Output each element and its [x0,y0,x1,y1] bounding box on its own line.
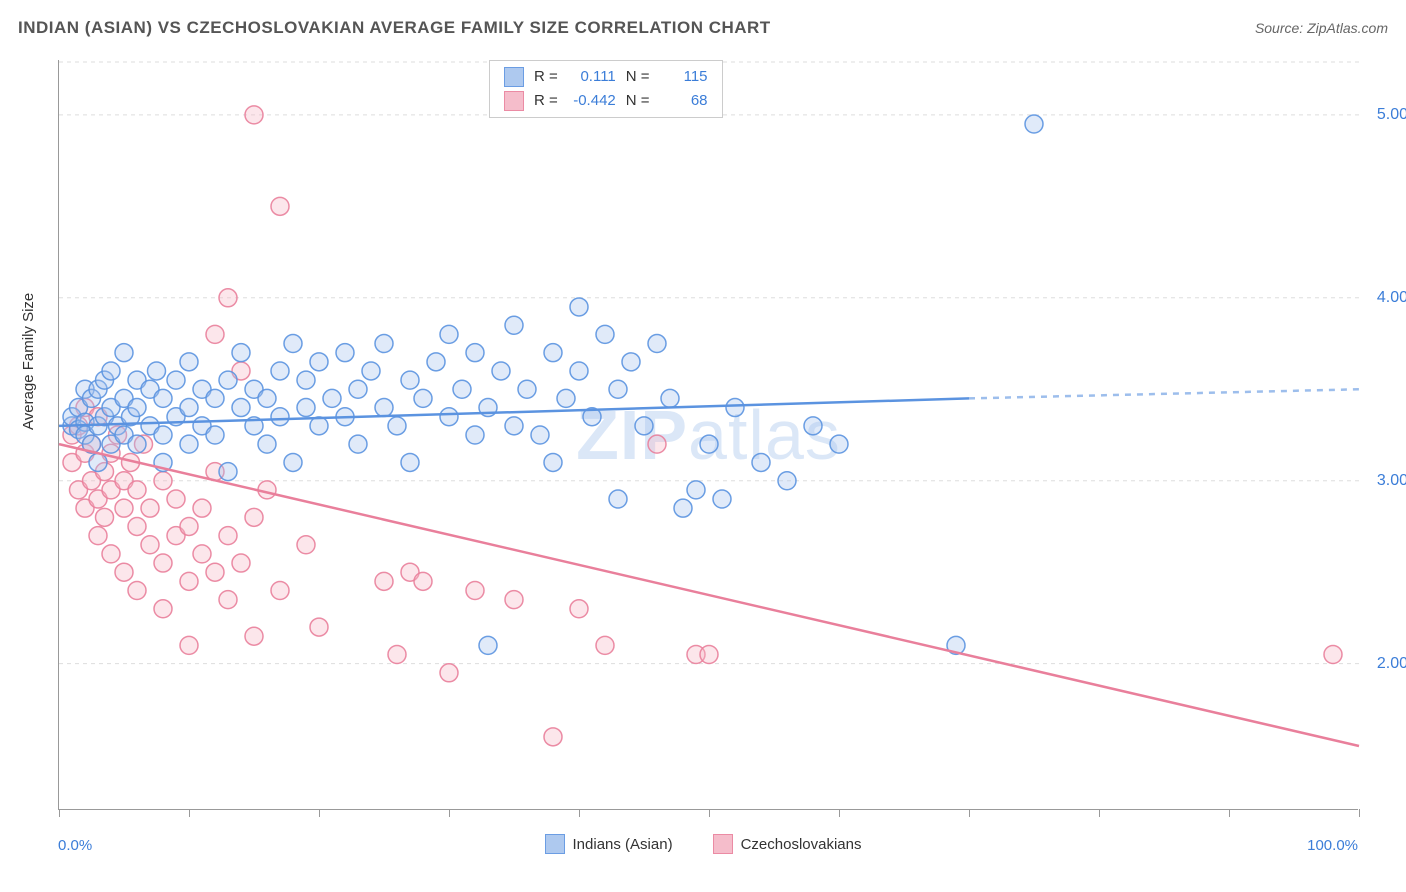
x-tick [579,809,580,817]
swatch-czech [713,834,733,854]
x-tick [1229,809,1230,817]
legend-item-czech: Czechoslovakians [713,834,862,854]
stats-row-czech: R = -0.442 N = 68 [504,89,708,113]
swatch-indian [504,67,524,87]
y-tick-label: 2.00 [1377,655,1406,673]
stats-row-indian: R = 0.111 N = 115 [504,65,708,89]
swatch-indian [545,834,565,854]
x-tick [1359,809,1360,817]
footer-legend: Indians (Asian) Czechoslovakians [0,834,1406,854]
y-tick-label: 3.00 [1377,472,1406,490]
y-tick-label: 5.00 [1377,106,1406,124]
y-axis-label: Average Family Size [20,293,37,430]
header-row: INDIAN (ASIAN) VS CZECHOSLOVAKIAN AVERAG… [18,18,1388,38]
x-tick [449,809,450,817]
scatter-svg [59,60,1358,809]
swatch-czech [504,91,524,111]
x-tick [709,809,710,817]
x-tick [1099,809,1100,817]
x-tick [319,809,320,817]
x-tick [59,809,60,817]
x-tick [839,809,840,817]
plot-area: ZIPatlas R = 0.111 N = 115 R = -0.442 N … [58,60,1358,810]
x-tick [969,809,970,817]
y-tick-label: 4.00 [1377,289,1406,307]
source-attribution: Source: ZipAtlas.com [1255,20,1388,36]
stats-legend-box: R = 0.111 N = 115 R = -0.442 N = 68 [489,60,723,118]
x-tick [189,809,190,817]
chart-title: INDIAN (ASIAN) VS CZECHOSLOVAKIAN AVERAG… [18,18,771,38]
legend-item-indian: Indians (Asian) [545,834,673,854]
